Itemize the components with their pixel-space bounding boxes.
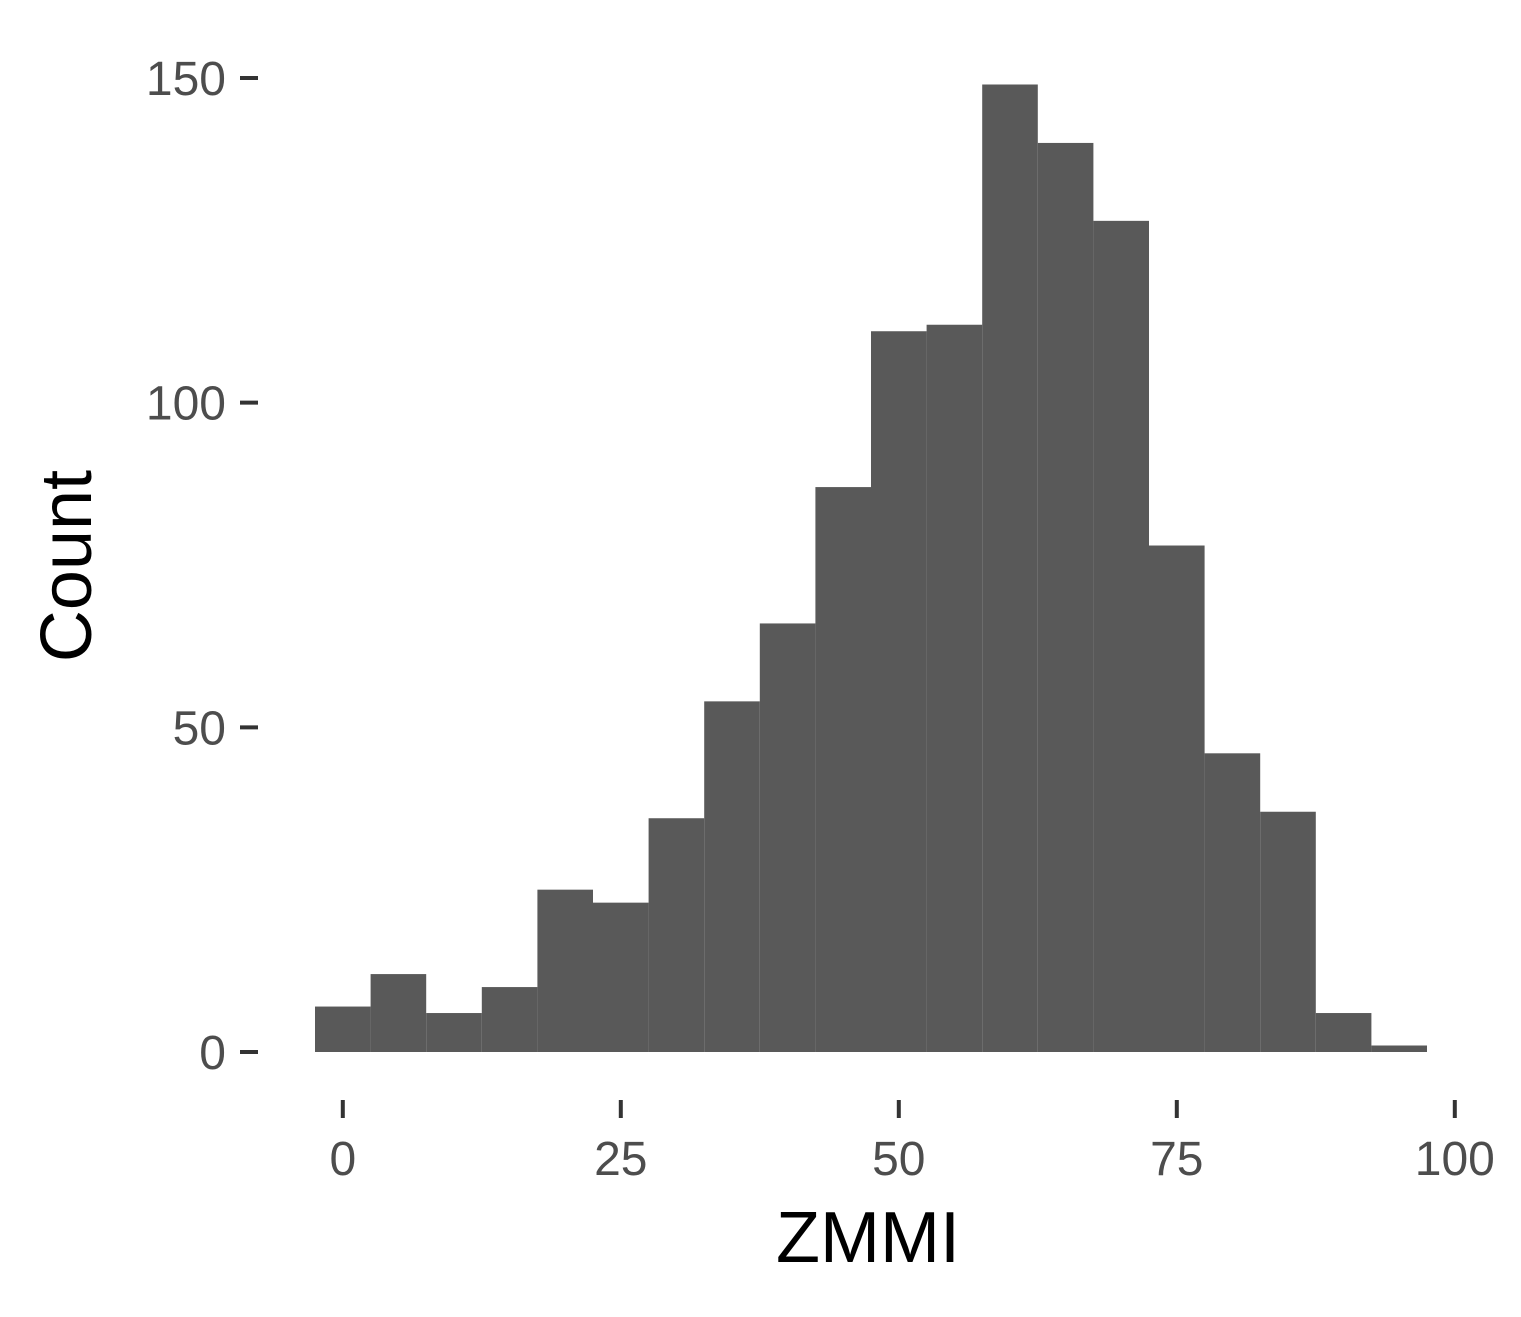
- histogram-bar: [1037, 142, 1094, 1052]
- y-tick-label: 150: [146, 53, 226, 106]
- histogram-bar: [426, 1013, 482, 1052]
- x-tick-label: 0: [329, 1133, 356, 1186]
- histogram-bar: [871, 331, 927, 1052]
- y-tick-label: 0: [199, 1027, 226, 1080]
- x-tick-label: 50: [872, 1133, 925, 1186]
- y-tick-label: 100: [146, 378, 226, 431]
- histogram-bar: [593, 902, 649, 1052]
- histogram-bar: [1260, 811, 1316, 1052]
- histogram-bar: [1149, 545, 1205, 1052]
- x-tick-label: 100: [1415, 1133, 1495, 1186]
- histogram-bar: [315, 1006, 371, 1052]
- x-axis: 0 25 50 75 100: [329, 1100, 1495, 1186]
- histogram-bar: [1315, 1013, 1372, 1052]
- histogram-bar: [537, 889, 593, 1052]
- histogram-bar: [704, 701, 760, 1052]
- histogram-bar: [1204, 753, 1261, 1052]
- y-axis: 0 50 100 150: [146, 53, 258, 1080]
- histogram-bar: [926, 324, 983, 1052]
- y-axis-title: Count: [27, 470, 107, 662]
- y-tick-label: 50: [173, 702, 226, 755]
- histogram-bar: [759, 623, 816, 1052]
- histogram-bar: [648, 818, 705, 1052]
- histogram-bar: [815, 487, 871, 1053]
- x-axis-title: ZMMI: [776, 1198, 960, 1278]
- histogram-bar: [1371, 1045, 1427, 1052]
- x-tick-label: 25: [594, 1133, 647, 1186]
- histogram-bar: [982, 84, 1038, 1052]
- histogram-bar: [370, 974, 427, 1052]
- x-tick-label: 75: [1150, 1133, 1203, 1186]
- histogram-bars: [315, 84, 1427, 1053]
- histogram-bar: [481, 987, 538, 1052]
- histogram-bar: [1093, 220, 1149, 1052]
